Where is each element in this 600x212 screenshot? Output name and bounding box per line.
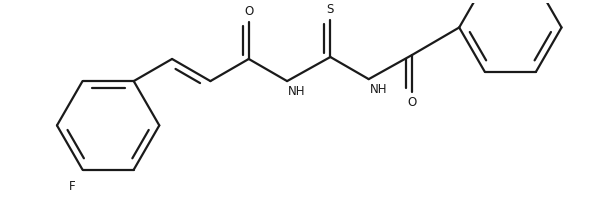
Text: NH: NH (370, 83, 387, 96)
Text: S: S (326, 3, 334, 16)
Text: O: O (244, 5, 253, 18)
Text: F: F (69, 180, 76, 192)
Text: NH: NH (288, 85, 305, 98)
Text: O: O (407, 96, 416, 109)
